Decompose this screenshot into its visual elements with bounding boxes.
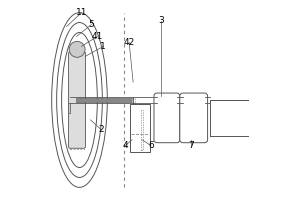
Text: 5: 5 [88,20,94,29]
Bar [70,51,85,149]
FancyBboxPatch shape [154,93,180,143]
Text: 6: 6 [148,141,154,150]
Bar [132,98,134,130]
Bar [76,98,133,102]
Bar [130,104,150,152]
Text: 42: 42 [124,38,135,47]
Text: 2: 2 [98,125,104,134]
Text: 1: 1 [100,42,106,51]
Text: 7: 7 [188,141,194,150]
Text: 3: 3 [158,16,164,25]
Bar [68,103,70,113]
Text: 11: 11 [76,8,87,17]
Circle shape [69,41,85,57]
Text: 4: 4 [122,141,128,150]
Bar [141,110,143,150]
FancyBboxPatch shape [180,93,208,143]
FancyBboxPatch shape [69,52,86,148]
Text: 41: 41 [92,32,103,41]
